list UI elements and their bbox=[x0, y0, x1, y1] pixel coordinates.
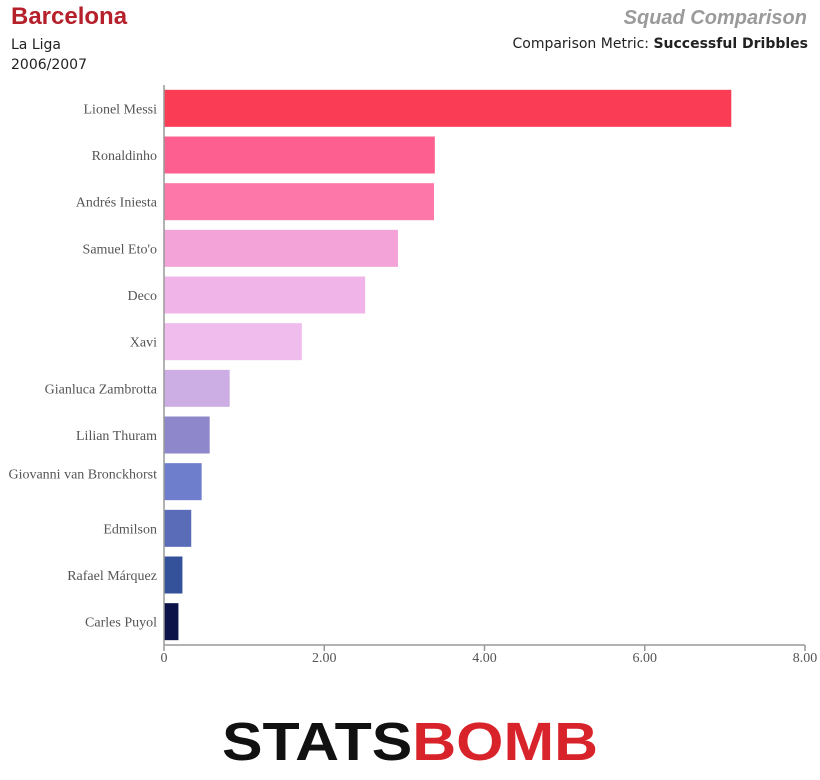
chart-kind-title: Squad Comparison bbox=[623, 7, 807, 29]
bar bbox=[164, 323, 302, 361]
logo-text-accent: BOMB bbox=[412, 712, 598, 768]
y-tick-label: Giovanni van Bronckhorst bbox=[8, 468, 157, 483]
y-tick-label: Andrés Iniesta bbox=[76, 196, 158, 211]
season-label: 2006/2007 bbox=[11, 57, 87, 73]
y-tick-label: Gianluca Zambrotta bbox=[45, 382, 158, 397]
bar bbox=[164, 603, 179, 641]
bar bbox=[164, 463, 202, 501]
bar bbox=[164, 369, 230, 407]
bar bbox=[164, 509, 192, 547]
bar bbox=[164, 136, 435, 174]
x-tick-label: 0 bbox=[161, 651, 168, 666]
x-tick-label: 8.00 bbox=[793, 651, 818, 666]
metric-label: Comparison Metric: bbox=[512, 36, 649, 52]
bar bbox=[164, 416, 210, 454]
metric-name: Successful Dribbles bbox=[653, 36, 808, 52]
bar bbox=[164, 276, 366, 314]
bar bbox=[164, 183, 435, 221]
y-tick-label: Lionel Messi bbox=[84, 102, 158, 117]
y-tick-label: Deco bbox=[127, 289, 157, 304]
comparison-metric: Comparison Metric: Successful Dribbles bbox=[512, 36, 808, 52]
competition-name: La Liga bbox=[11, 37, 61, 53]
bar bbox=[164, 229, 398, 267]
y-tick-label: Xavi bbox=[130, 336, 157, 351]
bar bbox=[164, 556, 183, 594]
statsbomb-logo: STATS BOMB bbox=[222, 712, 598, 768]
y-tick-label: Rafael Márquez bbox=[67, 569, 157, 584]
y-tick-label: Carles Puyol bbox=[85, 616, 157, 631]
y-tick-label: Ronaldinho bbox=[92, 149, 157, 164]
y-tick-label: Lilian Thuram bbox=[76, 429, 157, 444]
x-tick-label: 4.00 bbox=[472, 651, 497, 666]
y-tick-label: Samuel Eto'o bbox=[83, 242, 157, 257]
bar-chart: Lionel Messi Ronaldinho Andrés Iniesta Samu… bbox=[8, 85, 818, 666]
team-name: Barcelona bbox=[11, 3, 128, 30]
y-tick-label: Edmilson bbox=[103, 522, 157, 537]
bar bbox=[164, 89, 732, 127]
logo-text-dark: STATS bbox=[222, 712, 412, 768]
x-tick-label: 6.00 bbox=[633, 651, 658, 666]
x-tick-label: 2.00 bbox=[312, 651, 337, 666]
